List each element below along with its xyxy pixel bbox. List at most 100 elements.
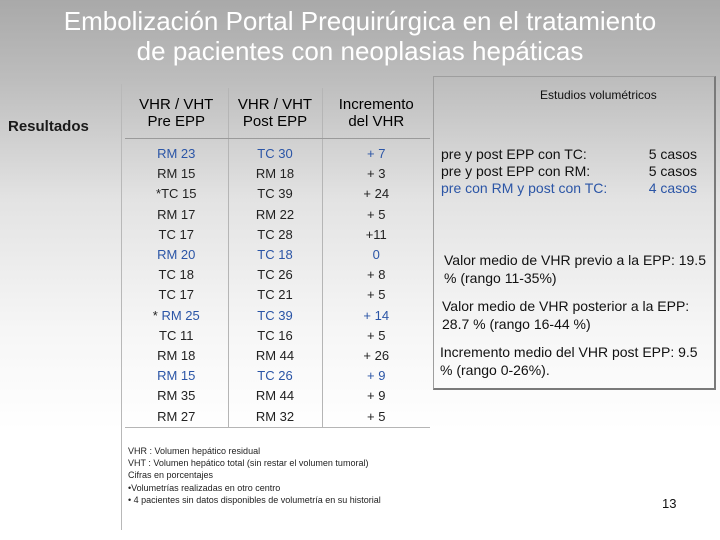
table-row: RM 15 RM 18 + 3 bbox=[125, 164, 430, 185]
cell-post-epp: TC 26 bbox=[227, 265, 322, 286]
slide-title-line-1: Embolización Portal Prequirúrgica en el … bbox=[63, 6, 657, 36]
cell-increment: + 5 bbox=[321, 325, 430, 347]
count-value: 5 casos bbox=[648, 146, 697, 162]
table-row: RM 20 TC 18 0 bbox=[125, 245, 430, 266]
stat-mean-post: Valor medio de VHR posterior a la EPP: 2… bbox=[442, 298, 690, 332]
slide-title: Embolización Portal Prequirúrgica en el … bbox=[0, 6, 720, 66]
page-number: 13 bbox=[662, 496, 677, 511]
cell-text: + 5 bbox=[367, 327, 386, 343]
header-post-epp-l2: Post EPP bbox=[242, 113, 308, 130]
cell-text: RM 15 bbox=[157, 368, 196, 384]
footnote: VHR : Volumen hepático residual bbox=[128, 446, 261, 456]
cell-text: + 5 bbox=[367, 287, 386, 303]
footnotes: VHR : Volumen hepático residual VHT : Vo… bbox=[128, 445, 381, 506]
cell-text: 0 bbox=[372, 247, 380, 263]
cell-pre-epp: RM 27 bbox=[125, 406, 228, 428]
table-row: TC 18 TC 26 + 8 bbox=[125, 265, 430, 286]
cell-increment: + 24 bbox=[321, 184, 430, 205]
cell-text: + 5 bbox=[367, 206, 386, 222]
cell-text: + 24 bbox=[363, 186, 390, 202]
stat-mean-pre: Valor medio de VHR previo a la EPP: 19.5… bbox=[444, 252, 706, 286]
volumetric-studies-box bbox=[433, 76, 716, 390]
section-label: Resultados bbox=[8, 118, 89, 135]
section-divider bbox=[121, 84, 122, 530]
count-row: pre y post EPP con TC: 5 casos bbox=[441, 146, 697, 163]
footnote: • 4 pacientes sin datos disponibles de v… bbox=[128, 494, 381, 505]
cell-post-epp: RM 32 bbox=[227, 406, 322, 428]
header-post-epp-l1: VHR / VHT bbox=[237, 96, 313, 113]
cell-text: +11 bbox=[365, 226, 387, 242]
volumetric-counts: pre y post EPP con TC: 5 casos pre y pos… bbox=[441, 146, 697, 197]
cell-text: RM 22 bbox=[255, 206, 295, 222]
count-label: pre con RM y post con TC: bbox=[441, 180, 608, 196]
cell-post-epp: TC 39 bbox=[227, 184, 322, 205]
cell-text: RM 27 bbox=[157, 408, 196, 424]
cell-increment: + 14 bbox=[321, 305, 430, 326]
cell-post-epp: TC 30 bbox=[227, 138, 322, 165]
header-pre-epp-l2: Pre EPP bbox=[147, 113, 206, 130]
footnote: Cifras en porcentajes bbox=[128, 470, 214, 481]
table-row: RM 15 TC 26 + 9 bbox=[125, 366, 430, 387]
table-row: *TC 15 TC 39 + 24 bbox=[125, 184, 430, 205]
cell-text: + 7 bbox=[367, 146, 386, 161]
cell-post-epp: TC 39 bbox=[227, 305, 322, 326]
table-row: * RM 25 TC 39 + 14 bbox=[125, 305, 430, 326]
cell-text: TC 39 bbox=[257, 307, 293, 323]
cell-text: TC 28 bbox=[257, 226, 293, 242]
cell-post-epp: RM 44 bbox=[227, 346, 322, 367]
count-value: 5 casos bbox=[648, 163, 697, 179]
cell-pre-epp: RM 20 bbox=[125, 245, 228, 265]
cell-increment: 0 bbox=[321, 245, 430, 266]
cell-increment: + 9 bbox=[321, 386, 430, 407]
cell-text: + 14 bbox=[363, 307, 390, 323]
footnote: •Volumetrías realizadas en otro centro bbox=[128, 482, 281, 493]
cell-text: RM 44 bbox=[255, 348, 295, 364]
cell-text: RM 18 bbox=[157, 348, 196, 364]
table-row: TC 17 TC 28 +11 bbox=[125, 224, 430, 246]
table-body: RM 23 TC 30 + 7 RM 15 RM 18 + 3 *TC 15 TC 39 + 2… bbox=[125, 138, 430, 428]
cell-text: RM 23 bbox=[157, 146, 196, 161]
cell-text: RM 25 bbox=[161, 307, 200, 323]
cell-text: TC 18 bbox=[257, 247, 293, 263]
stat-mean-increment: Incremento medio del VHR post EPP: 9.5 %… bbox=[440, 344, 698, 378]
volume-table: VHR / VHT Pre EPP VHR / VHT Post EPP Inc… bbox=[125, 88, 430, 428]
cell-text: RM 44 bbox=[255, 388, 295, 404]
cell-increment: + 7 bbox=[321, 138, 430, 165]
cell-increment: + 3 bbox=[321, 164, 430, 185]
count-row: pre y post EPP con RM: 5 casos bbox=[441, 163, 697, 180]
cell-text: TC 39 bbox=[257, 186, 293, 202]
cell-text: TC 17 bbox=[158, 287, 194, 303]
cell-text: TC 30 bbox=[257, 146, 293, 161]
cell-post-epp: TC 26 bbox=[227, 366, 322, 387]
cell-text: + 9 bbox=[367, 388, 386, 404]
cell-text: TC 16 bbox=[257, 327, 293, 343]
cell-post-epp: TC 28 bbox=[227, 224, 322, 246]
cell-pre-epp: RM 23 bbox=[125, 139, 228, 165]
cell-text: RM 20 bbox=[157, 247, 196, 263]
count-label: pre y post EPP con TC: bbox=[441, 146, 587, 162]
table-header-row: VHR / VHT Pre EPP VHR / VHT Post EPP Inc… bbox=[125, 88, 430, 139]
table-row: RM 27 RM 32 + 5 bbox=[125, 406, 430, 428]
footnote: VHT : Volumen hepático total (sin restar… bbox=[128, 458, 369, 469]
cell-text: TC 26 bbox=[257, 267, 293, 283]
header-pre-epp: VHR / VHT Pre EPP bbox=[125, 88, 228, 139]
cell-pre-epp: TC 18 bbox=[125, 265, 228, 285]
cell-pre-epp: * RM 25 bbox=[125, 306, 228, 326]
header-increment-l2: del VHR bbox=[348, 113, 405, 130]
cell-text: RM 32 bbox=[255, 408, 295, 424]
count-label: pre y post EPP con RM: bbox=[441, 163, 591, 179]
cell-text: *TC 15 bbox=[156, 186, 197, 202]
table-row: TC 17 TC 21 + 5 bbox=[125, 285, 430, 306]
cell-increment: + 9 bbox=[321, 366, 430, 387]
cell-pre-epp: RM 15 bbox=[125, 366, 228, 386]
count-row: pre con RM y post con TC: 4 casos bbox=[441, 180, 697, 197]
cell-text: RM 15 bbox=[157, 166, 196, 182]
cell-text: + 3 bbox=[367, 166, 386, 182]
cell-pre-epp: RM 15 bbox=[125, 164, 228, 184]
cell-pre-epp: RM 35 bbox=[125, 386, 228, 406]
table-row: RM 35 RM 44 + 9 bbox=[125, 386, 430, 407]
slide-title-line-2: de pacientes con neoplasias hepáticas bbox=[136, 36, 584, 66]
cell-increment: + 5 bbox=[321, 285, 430, 306]
cell-pre-epp: RM 17 bbox=[125, 205, 228, 225]
cell-increment: + 26 bbox=[321, 346, 430, 367]
